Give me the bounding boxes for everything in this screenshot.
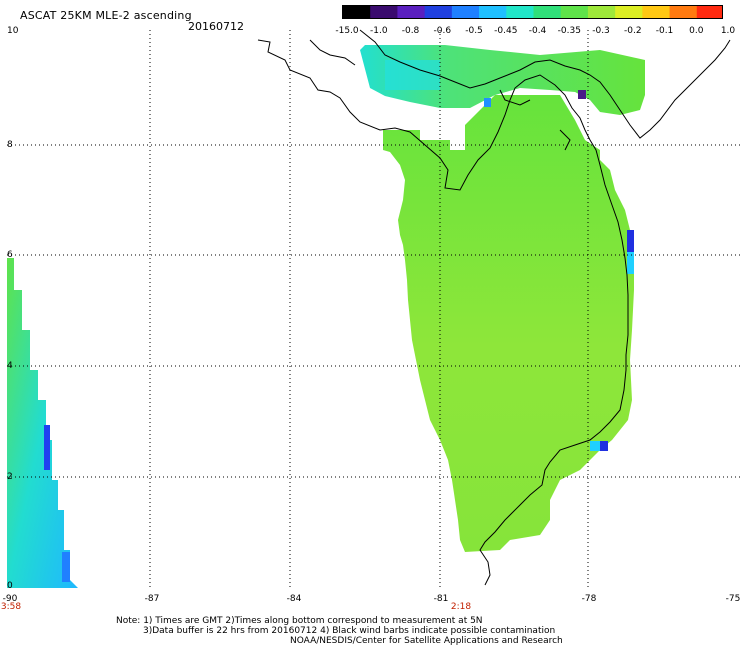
x-tick-minus90: -90 xyxy=(2,594,18,604)
colorbar-label: -0.45 xyxy=(494,26,518,36)
cell-blue-east xyxy=(627,230,634,252)
note-line-2: 3)Data buffer is 22 hrs from 20160712 4)… xyxy=(143,626,556,636)
colorbar-label: -1.0 xyxy=(370,26,388,36)
colorbar-segment xyxy=(696,6,722,18)
colorbar-segment xyxy=(506,6,534,18)
lat-lon-grid xyxy=(7,30,740,588)
colorbar xyxy=(342,5,723,19)
colorbar-segment xyxy=(669,6,698,18)
x-tick-minus75: -75 xyxy=(725,594,740,604)
colorbar-label: -0.5 xyxy=(465,26,483,36)
colorbar-segment xyxy=(642,6,671,18)
y-tick-0: 0 xyxy=(7,581,13,591)
x-tick-minus81: -81 xyxy=(433,594,449,604)
cell-blue-left-1 xyxy=(44,425,50,470)
x-tick-minus84: -84 xyxy=(286,594,302,604)
colorbar-segment xyxy=(560,6,589,18)
y-tick-8: 8 xyxy=(7,140,13,150)
colorbar-segment xyxy=(370,6,398,18)
colorbar-segment xyxy=(451,6,480,18)
time-label-2: 2:18 xyxy=(450,602,472,612)
colorbar-label: -0.3 xyxy=(592,26,610,36)
cell-cyan-gulf-1 xyxy=(385,60,440,90)
colorbar-label: -0.1 xyxy=(655,26,674,36)
cell-blue-left-2 xyxy=(62,552,70,582)
colorbar-label: -0.4 xyxy=(528,26,547,36)
x-tick-minus87: -87 xyxy=(144,594,160,604)
x-tick-minus78: -78 xyxy=(581,594,597,604)
colorbar-label: -0.6 xyxy=(433,26,452,36)
colorbar-segment xyxy=(615,6,643,18)
colorbar-segment xyxy=(587,6,616,18)
time-label-1: 3:58 xyxy=(0,602,22,612)
colorbar-segment xyxy=(479,6,507,18)
y-tick-10: 10 xyxy=(7,26,19,36)
colorbar-segment xyxy=(533,6,562,18)
colorbar-segment xyxy=(343,6,371,18)
cell-cyan-north xyxy=(484,98,491,107)
colorbar-label: -0.2 xyxy=(624,26,642,36)
y-tick-2: 2 xyxy=(7,472,13,482)
colorbar-label: -0.8 xyxy=(401,26,420,36)
swath-left xyxy=(7,258,78,588)
note-line-3: NOAA/NESDIS/Center for Satellite Applica… xyxy=(290,636,563,646)
colorbar-label: -15.0 xyxy=(335,26,359,36)
map-plot xyxy=(7,29,740,588)
colorbar-label: 1.0 xyxy=(720,26,736,36)
note-line-1: Note: 1) Times are GMT 2)Times along bot… xyxy=(116,616,483,626)
y-tick-4: 4 xyxy=(7,361,13,371)
cell-blue-south xyxy=(600,441,608,451)
cell-cyan-south xyxy=(590,441,600,451)
colorbar-segment xyxy=(424,6,453,18)
cell-cyan-east xyxy=(627,252,634,274)
colorbar-label: 0.0 xyxy=(689,26,704,36)
swath-florida xyxy=(383,95,634,552)
colorbar-labels: -15.0 -1.0 -0.8 -0.6 -0.5 -0.45 -0.4 -0.35 -0.3 -… xyxy=(330,26,735,38)
y-tick-6: 6 xyxy=(7,250,13,260)
colorbar-segment xyxy=(397,6,426,18)
colorbar-label: -0.35 xyxy=(557,26,581,36)
map-date: 20160712 xyxy=(188,20,244,33)
cell-purple-north xyxy=(578,90,586,99)
map-title: ASCAT 25KM MLE-2 ascending xyxy=(20,9,192,22)
footnote: Note: 1) Times are GMT 2)Times along bot… xyxy=(116,616,563,646)
